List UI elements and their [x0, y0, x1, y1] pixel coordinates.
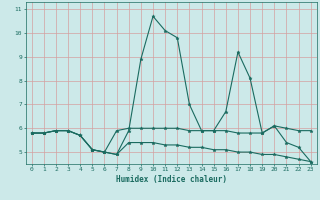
X-axis label: Humidex (Indice chaleur): Humidex (Indice chaleur) — [116, 175, 227, 184]
